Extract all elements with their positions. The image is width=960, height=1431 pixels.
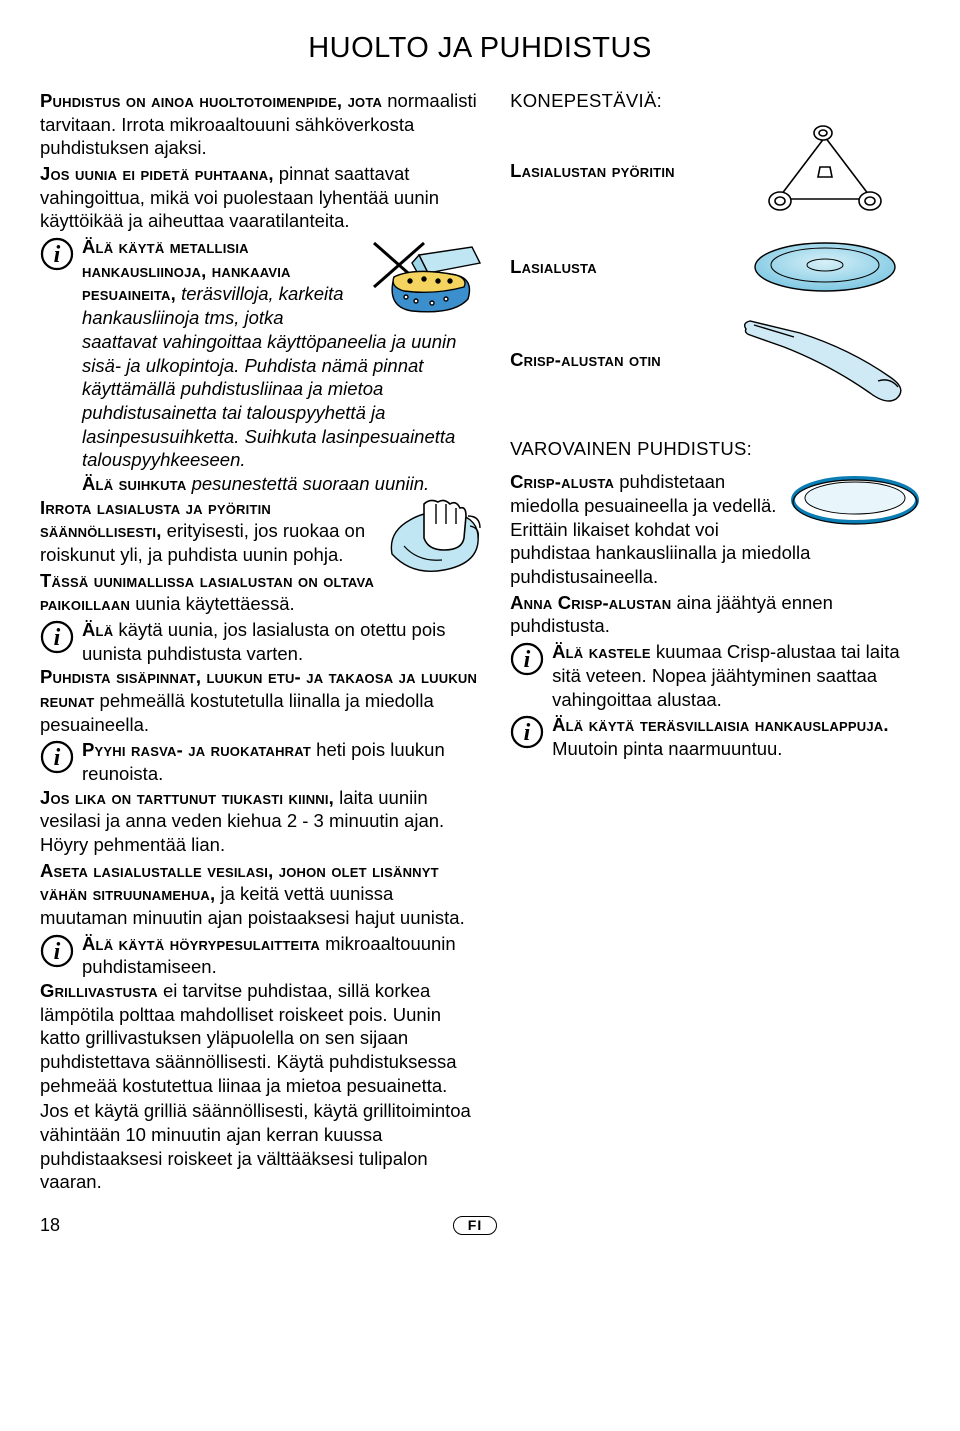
sponge-icon bbox=[364, 237, 484, 323]
info-text: Älä käytä metallisia hankausliinoja, han… bbox=[82, 235, 484, 495]
part-label: Lasialusta bbox=[510, 255, 730, 279]
run: Älä käytä teräsvillaisia hankauslappuja. bbox=[552, 714, 889, 735]
info-icon bbox=[40, 620, 74, 660]
turntable-ring-icon bbox=[730, 123, 920, 219]
left-column: Puhdistus on ainoa huoltotoimenpide, jot… bbox=[40, 89, 484, 1196]
run: Jos lika on tarttunut tiukasti kiinni, bbox=[40, 787, 334, 808]
info-block-3: Pyyhi rasva- ja ruokatahrat heti pois lu… bbox=[40, 738, 484, 785]
info-block-r1: Älä kastele kuumaa Crisp-alustaa tai lai… bbox=[510, 640, 920, 711]
para-remove-plate: Irrota lasialusta ja pyöritin säännöllis… bbox=[40, 496, 484, 567]
run: Puhdistus on ainoa huoltotoimenpide, jot… bbox=[40, 90, 382, 111]
crisp-handle-icon bbox=[730, 315, 920, 405]
info-text: Älä käytä teräsvillaisia hankauslappuja.… bbox=[552, 713, 920, 760]
info-text: Älä kastele kuumaa Crisp-alustaa tai lai… bbox=[552, 640, 920, 711]
run: käytä uunia, jos lasialusta on otettu po… bbox=[82, 619, 445, 664]
para-stuck-dirt: Jos lika on tarttunut tiukasti kiinni, l… bbox=[40, 786, 484, 857]
lang-badge: FI bbox=[453, 1216, 497, 1236]
para-lemon: Aseta lasialustalle vesilasi, johon olet… bbox=[40, 859, 484, 930]
glass-plate-icon bbox=[730, 237, 920, 297]
info-icon bbox=[40, 740, 74, 780]
run: Älä kastele bbox=[552, 641, 651, 662]
run: Jos uunia ei pidetä puhtaana, bbox=[40, 163, 274, 184]
right-column: KONEPESTÄVIÄ: Lasialustan pyöritin bbox=[510, 89, 920, 1196]
run: Älä bbox=[82, 619, 113, 640]
para-crisp-clean: Crisp-alusta puhdistetaan miedolla pesua… bbox=[510, 470, 920, 588]
para-warn: Jos uunia ei pidetä puhtaana, pinnat saa… bbox=[40, 162, 484, 233]
info-block-2: Älä käytä uunia, jos lasialusta on otett… bbox=[40, 618, 484, 665]
para-plate-required: Tässä uunimallissa lasialustan on oltava… bbox=[40, 569, 484, 616]
run: Älä käytä höyrypesulaitteita bbox=[82, 933, 320, 954]
run: pesunestettä suoraan uuniin. bbox=[186, 473, 429, 494]
page-title: HUOLTO JA PUHDISTUS bbox=[40, 30, 920, 67]
crisp-plate-icon bbox=[790, 472, 920, 528]
run: pehmeällä kostutetulla liinalla ja miedo… bbox=[40, 690, 434, 735]
info-icon bbox=[40, 237, 74, 277]
run: Pyyhi rasva- ja ruokatahrat bbox=[82, 739, 311, 760]
careful-heading: VAROVAINEN PUHDISTUS: bbox=[510, 437, 920, 461]
run: Muutoin pinta naarmuuntuu. bbox=[552, 738, 782, 759]
run: Anna Crisp-alustan bbox=[510, 592, 671, 613]
wipe-icon bbox=[384, 498, 484, 576]
info-icon bbox=[510, 715, 544, 755]
part-label: Lasialustan pyöritin bbox=[510, 159, 730, 183]
info-text: Älä käytä höyrypesulaitteita mikroaaltou… bbox=[82, 932, 484, 979]
part-label: Crisp-alustan otin bbox=[510, 348, 730, 372]
page-number: 18 bbox=[40, 1214, 60, 1237]
columns: Puhdistus on ainoa huoltotoimenpide, jot… bbox=[40, 89, 920, 1196]
part-glass-plate: Lasialusta bbox=[510, 237, 920, 297]
part-crisp-handle: Crisp-alustan otin bbox=[510, 315, 920, 405]
para-crisp-cool: Anna Crisp-alustan aina jäähtyä ennen pu… bbox=[510, 591, 920, 638]
run: Grillivastusta bbox=[40, 980, 158, 1001]
part-turntable-ring: Lasialustan pyöritin bbox=[510, 123, 920, 219]
para-intro: Puhdistus on ainoa huoltotoimenpide, jot… bbox=[40, 89, 484, 160]
run: Älä suihkuta bbox=[82, 473, 186, 494]
info-block-4: Älä käytä höyrypesulaitteita mikroaaltou… bbox=[40, 932, 484, 979]
info-icon bbox=[510, 642, 544, 682]
info-text: Älä käytä uunia, jos lasialusta on otett… bbox=[82, 618, 484, 665]
info-block-r2: Älä käytä teräsvillaisia hankauslappuja.… bbox=[510, 713, 920, 760]
info-text: Pyyhi rasva- ja ruokatahrat heti pois lu… bbox=[82, 738, 484, 785]
run: Crisp-alusta bbox=[510, 471, 614, 492]
footer: 18 FI bbox=[40, 1214, 920, 1237]
dishwasher-heading: KONEPESTÄVIÄ: bbox=[510, 89, 920, 113]
para-clean-surfaces: Puhdista sisäpinnat, luukun etu- ja taka… bbox=[40, 665, 484, 736]
info-icon bbox=[40, 934, 74, 974]
para-grill2: Jos et käytä grilliä säännöllisesti, käy… bbox=[40, 1099, 484, 1194]
run: uunia käytettäessä. bbox=[130, 593, 295, 614]
para-grill: Grillivastusta ei tarvitse puhdistaa, si… bbox=[40, 979, 484, 1097]
info-block-1: Älä käytä metallisia hankausliinoja, han… bbox=[40, 235, 484, 495]
